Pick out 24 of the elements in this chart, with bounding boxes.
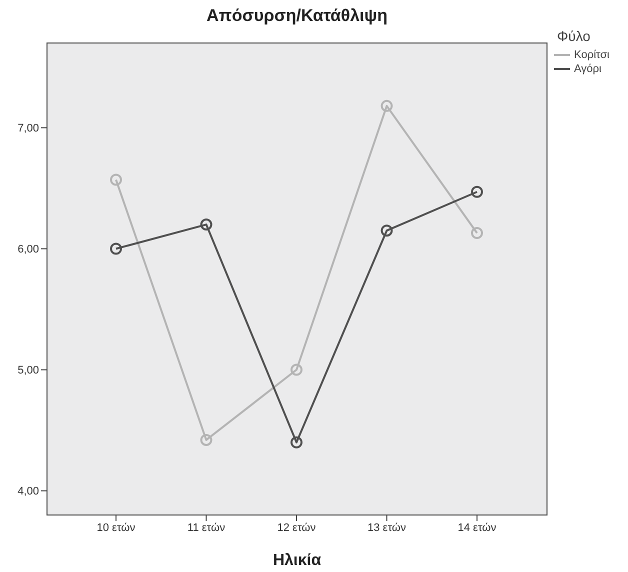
legend-label: Κορίτσι <box>574 48 610 62</box>
point <box>110 242 122 255</box>
legend-label: Αγόρι <box>574 62 602 76</box>
x-tick-label: 14 ετών <box>458 522 497 534</box>
x-axis-title: Ηλικία <box>272 552 322 569</box>
point <box>471 227 483 240</box>
chart-title: Απόσυρση/Κατάθλιψη <box>206 6 388 26</box>
x-tick-label: 11 ετών <box>187 522 226 534</box>
y-tick-label: 4,00 <box>18 486 39 498</box>
y-tick-label: 7,00 <box>18 122 39 135</box>
point <box>380 224 393 237</box>
point <box>290 364 302 376</box>
x-tick-label: 13 ετών <box>368 522 406 534</box>
point <box>471 186 483 198</box>
x-tick-label: 12 ετών <box>277 522 316 534</box>
legend-title: Φύλο <box>557 28 592 44</box>
y-tick-label: 6,00 <box>18 244 39 256</box>
x-tick-label: 10 ετών <box>96 522 136 534</box>
point <box>380 100 393 112</box>
point <box>200 218 212 231</box>
y-tick-label: 5,00 <box>18 364 39 377</box>
point <box>200 434 212 446</box>
point <box>290 436 302 448</box>
point <box>110 174 122 186</box>
